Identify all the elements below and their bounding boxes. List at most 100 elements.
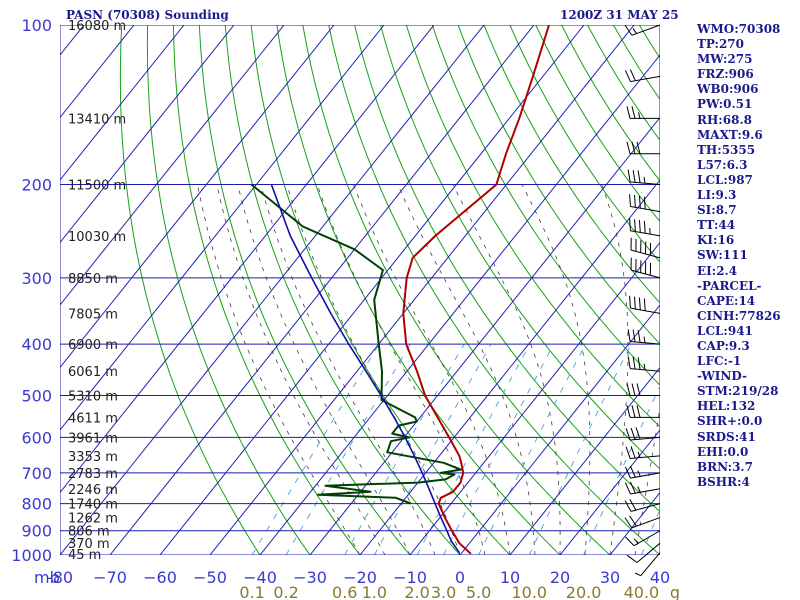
index-line: HEL:132 <box>697 399 756 414</box>
height-label: 10030 m <box>68 230 126 245</box>
wind-barb <box>629 218 661 237</box>
wind-barb-feather <box>627 356 631 369</box>
pressure-tick-label: 800 <box>21 495 52 514</box>
temperature-tick-label: −30 <box>293 568 327 587</box>
moist-adiabat <box>216 184 386 555</box>
wind-barb-feather <box>624 517 633 529</box>
mixing-ratio-label: 3.0 <box>431 583 456 600</box>
dry-adiabat <box>483 25 660 304</box>
moist-adiabat <box>601 184 629 555</box>
wind-barb-feather <box>634 194 636 208</box>
dry-adiabat <box>354 25 660 513</box>
isotherm <box>60 25 435 494</box>
temperature-tick-label: −50 <box>193 568 227 587</box>
wind-barb-feather <box>638 195 641 209</box>
dry-adiabat <box>380 25 660 470</box>
wind-barb-feather <box>627 329 631 342</box>
index-line: CAP:9.3 <box>697 338 750 353</box>
pressure-tick-label: 500 <box>21 386 52 405</box>
mixing-ratio-line <box>416 343 531 555</box>
index-line: L57:6.3 <box>697 157 748 172</box>
index-line: CINH:77826 <box>697 308 781 323</box>
pressure-tick-label: 200 <box>21 176 52 195</box>
chart-time: 1200Z 31 MAY 25 <box>560 8 679 22</box>
index-line: SRDS:41 <box>697 429 756 444</box>
wind-barb-feather <box>638 297 641 310</box>
dry-adiabat <box>224 25 461 555</box>
index-line: PW:0.51 <box>697 97 753 112</box>
wind-barb-feather <box>629 481 636 494</box>
index-line: WMO:70308 <box>697 22 781 36</box>
wind-barb <box>624 24 661 36</box>
wind-barb-feather <box>629 69 636 81</box>
pressure-tick-label: 700 <box>21 464 52 483</box>
wind-barb-feather <box>626 554 638 563</box>
temperature-axis: mb-80 −70 −60 −50 −40 −30 −20 −10 0 10 20 30 40 <box>34 568 670 587</box>
isotherm <box>109 25 535 555</box>
wind-barb-half-feather <box>634 572 641 577</box>
moist-adiabat <box>452 184 561 555</box>
wind-barb-feather <box>634 219 636 232</box>
height-label: 7805 m <box>68 307 118 322</box>
wind-barb-feather <box>625 536 635 547</box>
wind-barb <box>624 515 661 529</box>
wind-barb <box>627 169 661 186</box>
wind-barb-feather <box>629 295 631 309</box>
index-line: SI:8.7 <box>697 203 737 218</box>
isotherm <box>60 25 185 181</box>
temperature-tick-label: -80 <box>47 568 73 587</box>
wind-barb-feather <box>627 169 631 183</box>
sounding-profiles <box>250 25 550 555</box>
moist-adiabat <box>521 184 591 555</box>
wind-barb-half-feather <box>637 486 641 493</box>
wind-barb-feather <box>624 70 631 82</box>
height-label: 3353 m <box>68 450 118 465</box>
wind-barb <box>624 499 661 512</box>
height-label: 13410 m <box>68 112 126 127</box>
dry-adiabat <box>302 25 611 555</box>
height-label: 6900 m <box>68 338 118 353</box>
height-label: 1740 m <box>68 498 118 513</box>
wind-barb-feather <box>636 383 641 396</box>
wind-barb-half-feather <box>643 177 646 184</box>
isotherm <box>60 25 485 555</box>
wind-barb <box>624 465 661 479</box>
index-line: SHR+:0.0 <box>697 414 763 429</box>
index-line: LCL:941 <box>697 323 753 338</box>
wind-barb-staff <box>640 552 661 576</box>
index-line: FRZ:906 <box>697 67 754 82</box>
isotherm <box>60 25 135 119</box>
wind-barb <box>626 542 661 563</box>
isotherm <box>209 25 635 555</box>
index-line: CAPE:14 <box>697 293 756 308</box>
mixing-ratio-label: 40.0 <box>624 583 660 600</box>
pressure-unit-label: mb <box>34 568 60 587</box>
wind-barb <box>626 405 660 418</box>
height-label: 1262 m <box>68 512 118 527</box>
wind-barb <box>626 106 660 119</box>
temperature-tick-label: 40 <box>650 568 670 587</box>
mixing-ratio-line <box>443 343 555 555</box>
isotherm <box>60 25 285 306</box>
wind-barb-feather <box>637 330 641 343</box>
wind-barbs <box>624 24 661 577</box>
dry-adiabat <box>119 25 261 555</box>
wind-barb-feather <box>643 196 646 210</box>
dry-adiabat <box>457 25 660 345</box>
index-line: BSHR:4 <box>697 474 750 489</box>
temperature-tick-label: 0 <box>455 568 465 587</box>
wind-barb-feather <box>630 446 636 459</box>
wind-barb-feather <box>626 106 631 119</box>
wind-barb-half-feather <box>637 451 641 458</box>
wind-barb-feather <box>637 170 641 183</box>
wind-barb-feather <box>624 500 632 512</box>
wind-barb-feather <box>632 170 636 183</box>
pressure-tick-label: 1000 <box>11 546 52 565</box>
wind-barb-half-feather <box>633 538 639 544</box>
moist-adiabat <box>316 184 486 555</box>
wind-barb-feather <box>631 405 636 418</box>
wind-barb-feather <box>626 405 631 418</box>
height-label: 16080 m <box>68 19 126 34</box>
wind-barb <box>624 481 661 495</box>
